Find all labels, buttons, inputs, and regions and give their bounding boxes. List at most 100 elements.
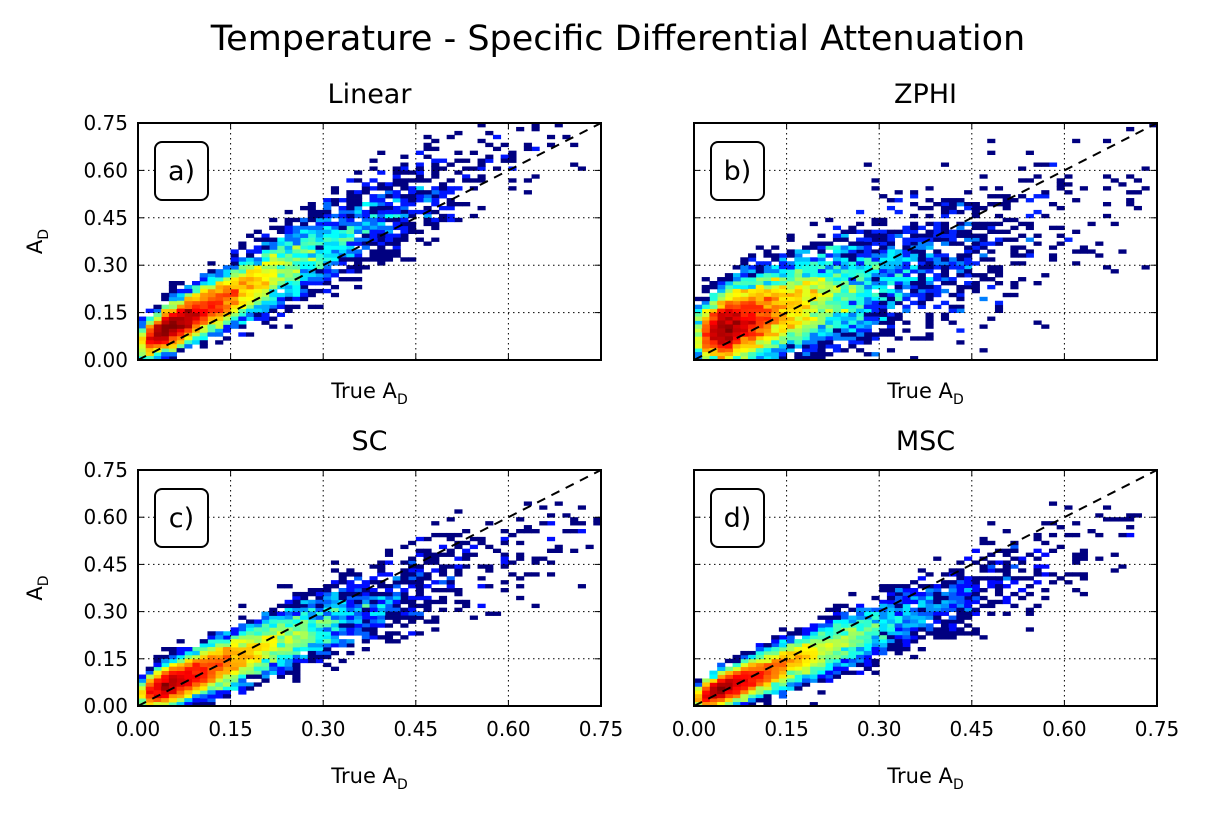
heatmap-cell bbox=[933, 288, 942, 294]
heatmap-cell bbox=[338, 623, 347, 628]
heatmap-cell bbox=[1110, 178, 1119, 183]
heatmap-cell bbox=[1018, 233, 1027, 238]
heatmap-cell bbox=[284, 662, 293, 668]
heatmap-cell bbox=[786, 253, 795, 258]
heatmap-cell bbox=[732, 678, 741, 683]
heatmap-cell bbox=[886, 296, 896, 302]
heatmap-cell bbox=[1126, 517, 1135, 522]
heatmap-cell bbox=[832, 635, 842, 640]
heatmap-cell bbox=[763, 277, 772, 282]
heatmap-cell bbox=[755, 670, 764, 675]
heatmap-cell bbox=[323, 221, 332, 227]
heatmap-cell bbox=[825, 292, 834, 298]
heatmap-cell bbox=[392, 249, 401, 254]
heatmap-cell bbox=[138, 674, 147, 679]
heatmap-cell bbox=[925, 288, 934, 294]
heatmap-cell bbox=[863, 229, 872, 234]
heatmap-cell bbox=[361, 635, 370, 640]
heatmap-cell bbox=[238, 241, 247, 246]
heatmap-cell bbox=[794, 320, 803, 325]
heatmap-cell bbox=[184, 654, 193, 660]
heatmap-cell bbox=[415, 552, 424, 557]
heatmap-cell bbox=[832, 324, 842, 329]
heatmap-cell bbox=[802, 320, 811, 325]
heatmap-cell bbox=[377, 611, 386, 616]
heatmap-cell bbox=[438, 186, 448, 191]
heatmap-cell bbox=[346, 221, 355, 227]
y-tick-label: 0.15 bbox=[83, 647, 128, 671]
heatmap-cell bbox=[840, 284, 849, 290]
heatmap-cell bbox=[771, 281, 780, 286]
heatmap-cell bbox=[825, 615, 834, 620]
panel-title: MSC bbox=[896, 426, 955, 457]
heatmap-cell bbox=[825, 678, 834, 683]
heatmap-cell bbox=[717, 340, 726, 345]
heatmap-cell bbox=[802, 304, 811, 310]
heatmap-cell bbox=[215, 328, 224, 333]
heatmap-cell bbox=[933, 304, 942, 310]
heatmap-cell bbox=[1126, 532, 1135, 538]
heatmap-cell bbox=[462, 552, 471, 557]
heatmap-cell bbox=[215, 635, 224, 640]
heatmap-cell bbox=[485, 521, 494, 526]
heatmap-cell bbox=[431, 146, 440, 152]
heatmap-cell bbox=[300, 221, 309, 227]
heatmap-cell bbox=[222, 292, 231, 298]
heatmap-cell bbox=[423, 548, 432, 553]
heatmap-cell bbox=[330, 273, 340, 278]
heatmap-cell bbox=[207, 308, 216, 313]
heatmap-cell bbox=[709, 698, 718, 703]
heatmap-cell bbox=[392, 237, 401, 242]
heatmap-cell bbox=[886, 257, 896, 262]
heatmap-cell bbox=[794, 686, 803, 691]
heatmap-cell bbox=[153, 702, 162, 706]
heatmap-cell bbox=[1025, 150, 1034, 155]
heatmap-cell bbox=[771, 690, 780, 695]
heatmap-cell bbox=[176, 647, 185, 652]
heatmap-cell bbox=[832, 316, 842, 321]
heatmap-cell bbox=[230, 284, 239, 290]
heatmap-cell bbox=[400, 154, 409, 159]
heatmap-cell bbox=[354, 253, 363, 258]
heatmap-cell bbox=[956, 599, 965, 605]
heatmap-cell bbox=[902, 269, 911, 274]
heatmap-cell bbox=[199, 312, 208, 317]
heatmap-cell bbox=[222, 284, 231, 290]
heatmap-cell bbox=[832, 277, 842, 282]
heatmap-cell bbox=[346, 269, 355, 274]
heatmap-cell bbox=[346, 607, 355, 612]
heatmap-cell bbox=[199, 308, 208, 313]
heatmap-cell bbox=[284, 650, 293, 656]
heatmap-cell bbox=[709, 686, 718, 691]
heatmap-cell bbox=[794, 300, 803, 306]
heatmap-cell bbox=[771, 324, 780, 329]
heatmap-cell bbox=[1056, 205, 1065, 211]
heatmap-cell bbox=[315, 615, 324, 620]
heatmap-cell bbox=[840, 662, 849, 668]
heatmap-cell bbox=[1018, 556, 1027, 561]
heatmap-cell bbox=[694, 686, 703, 691]
heatmap-cell bbox=[940, 261, 950, 266]
heatmap-cell bbox=[771, 670, 780, 675]
heatmap-cell bbox=[763, 662, 772, 668]
heatmap-cell bbox=[361, 182, 370, 187]
heatmap-cell bbox=[145, 678, 154, 683]
heatmap-cell bbox=[246, 647, 255, 652]
heatmap-cell bbox=[330, 249, 340, 254]
heatmap-cell bbox=[361, 265, 370, 270]
heatmap-cell bbox=[300, 205, 309, 211]
heatmap-cell bbox=[423, 607, 432, 612]
heatmap-cell bbox=[230, 316, 239, 321]
heatmap-cell bbox=[315, 273, 324, 278]
heatmap-cell bbox=[392, 611, 401, 616]
heatmap-cell bbox=[856, 631, 865, 636]
heatmap-cell bbox=[462, 548, 471, 553]
heatmap-cell bbox=[910, 654, 919, 660]
heatmap-cell bbox=[477, 178, 486, 183]
heatmap-cell bbox=[956, 627, 965, 632]
heatmap-cell bbox=[771, 257, 780, 262]
heatmap-cell bbox=[168, 352, 177, 357]
heatmap-cell bbox=[871, 261, 880, 266]
heatmap-cell bbox=[392, 607, 401, 612]
heatmap-cell bbox=[215, 316, 224, 321]
